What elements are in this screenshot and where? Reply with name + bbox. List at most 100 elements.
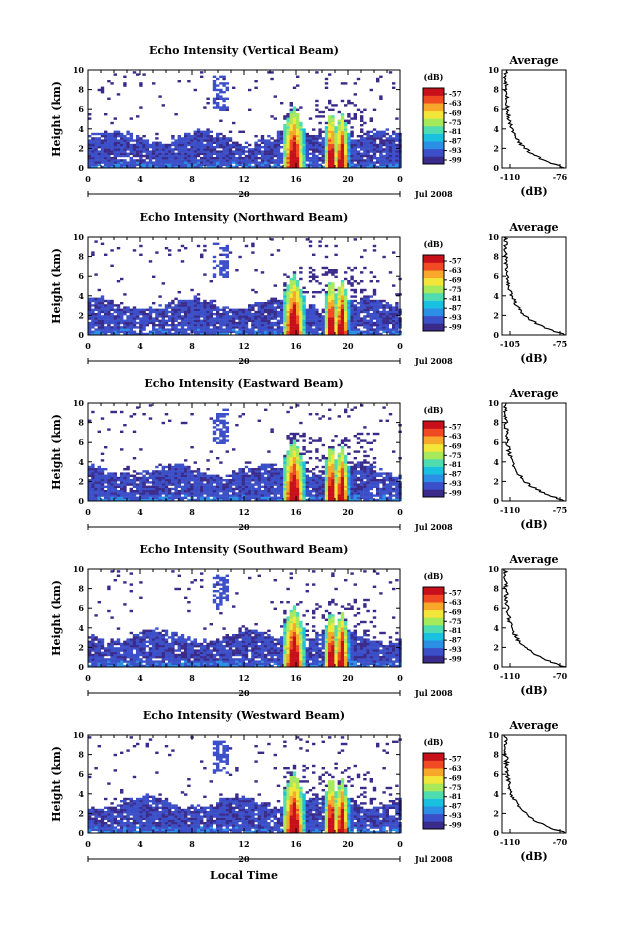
heatmap-cell bbox=[126, 466, 129, 468]
heatmap-cell bbox=[168, 315, 171, 317]
heatmap-cell bbox=[296, 155, 299, 157]
heatmap-cell bbox=[350, 492, 353, 494]
heatmap-cell bbox=[382, 320, 385, 322]
heatmap-cell bbox=[286, 470, 289, 472]
heatmap-cell bbox=[142, 475, 145, 477]
heatmap-cell bbox=[146, 492, 149, 494]
heatmap-cell bbox=[277, 157, 280, 159]
heatmap-cell bbox=[338, 468, 341, 470]
heatmap-cell bbox=[206, 490, 209, 492]
heatmap-cell bbox=[98, 142, 101, 144]
heatmap-cell bbox=[286, 483, 289, 485]
heatmap-cell bbox=[184, 137, 187, 139]
heatmap-cell bbox=[126, 131, 129, 133]
heatmap-cell bbox=[158, 309, 161, 311]
heatmap-cell bbox=[267, 159, 270, 161]
heatmap-cell bbox=[174, 466, 177, 468]
heatmap-cell bbox=[232, 315, 235, 317]
heatmap-cell bbox=[293, 468, 296, 470]
heatmap-cell bbox=[168, 497, 171, 499]
heatmap-cell bbox=[142, 146, 145, 148]
heatmap-cell bbox=[197, 139, 200, 141]
colorbar-swatch bbox=[423, 103, 444, 111]
heatmap-cell bbox=[328, 326, 331, 328]
heatmap-cell bbox=[254, 135, 257, 137]
heatmap-cell bbox=[123, 306, 126, 308]
heatmap-cell bbox=[341, 161, 344, 163]
x-tick-label: 20 bbox=[342, 341, 354, 351]
heatmap-cell bbox=[226, 320, 229, 322]
heatmap-cell bbox=[107, 479, 110, 481]
heatmap-cell bbox=[344, 483, 347, 485]
heatmap-cell bbox=[354, 328, 357, 330]
heatmap-cell bbox=[165, 472, 168, 474]
heatmap-cell bbox=[267, 492, 270, 494]
heatmap-cell bbox=[200, 313, 203, 315]
heatmap-cell bbox=[347, 313, 350, 315]
heatmap-cell bbox=[357, 331, 360, 333]
heatmap-cell bbox=[232, 331, 235, 333]
heatmap-cell bbox=[187, 161, 190, 163]
heatmap-cell bbox=[286, 150, 289, 152]
heatmap-cell bbox=[286, 293, 289, 295]
heatmap-cell bbox=[101, 470, 104, 472]
heatmap-cell bbox=[94, 315, 97, 317]
heatmap-cell bbox=[322, 457, 325, 459]
heatmap-cell bbox=[139, 313, 142, 315]
heatmap-cell bbox=[197, 159, 200, 161]
heatmap-cell bbox=[331, 109, 334, 111]
heatmap-cell bbox=[120, 159, 123, 161]
heatmap-cell bbox=[184, 150, 187, 152]
heatmap-cell bbox=[334, 464, 337, 466]
heatmap-cell bbox=[286, 455, 289, 457]
heatmap-cell bbox=[229, 486, 232, 488]
heatmap-cell bbox=[222, 267, 225, 269]
heatmap-cell bbox=[226, 331, 229, 333]
heatmap-cell bbox=[139, 106, 142, 108]
heatmap-cell bbox=[130, 479, 133, 481]
heatmap-cell bbox=[149, 313, 152, 315]
heatmap-cell bbox=[216, 78, 219, 80]
heatmap-cell bbox=[357, 150, 360, 152]
heatmap-cell bbox=[200, 254, 203, 256]
heatmap-cell bbox=[91, 157, 94, 159]
heatmap-cell bbox=[162, 475, 165, 477]
heatmap-cell bbox=[91, 153, 94, 155]
heatmap-cell bbox=[190, 320, 193, 322]
heatmap-cell bbox=[270, 238, 273, 240]
heatmap-cell bbox=[382, 311, 385, 313]
heatmap-cell bbox=[296, 280, 299, 282]
heatmap-cell bbox=[238, 146, 241, 148]
heatmap-cell bbox=[200, 133, 203, 135]
heatmap-cell bbox=[219, 461, 222, 463]
heatmap-cell bbox=[344, 437, 347, 439]
heatmap-cell bbox=[216, 417, 219, 419]
heatmap-cell bbox=[341, 146, 344, 148]
heatmap-cell bbox=[162, 157, 165, 159]
heatmap-cell bbox=[133, 306, 136, 308]
heatmap-cell bbox=[165, 313, 168, 315]
heatmap-cell bbox=[392, 317, 395, 319]
heatmap-cell bbox=[219, 260, 222, 262]
heatmap-cell bbox=[286, 437, 289, 439]
heatmap-cell bbox=[354, 320, 357, 322]
heatmap-cell bbox=[219, 76, 222, 78]
heatmap-cell bbox=[126, 320, 129, 322]
heatmap-cell bbox=[270, 309, 273, 311]
heatmap-cell bbox=[376, 326, 379, 328]
heatmap-cell bbox=[293, 271, 296, 273]
heatmap-cell bbox=[293, 287, 296, 289]
heatmap-cell bbox=[274, 331, 277, 333]
heatmap-cell bbox=[328, 486, 331, 488]
heatmap-cell bbox=[290, 148, 293, 150]
heatmap-cell bbox=[370, 300, 373, 302]
heatmap-cell bbox=[203, 326, 206, 328]
heatmap-cell bbox=[312, 439, 315, 441]
heatmap-cell bbox=[290, 492, 293, 494]
heatmap-cell bbox=[190, 155, 193, 157]
heatmap-cell bbox=[325, 267, 328, 269]
heatmap-cell bbox=[296, 311, 299, 313]
heatmap-cell bbox=[162, 315, 165, 317]
heatmap-cell bbox=[325, 135, 328, 137]
heatmap-cell bbox=[133, 150, 136, 152]
